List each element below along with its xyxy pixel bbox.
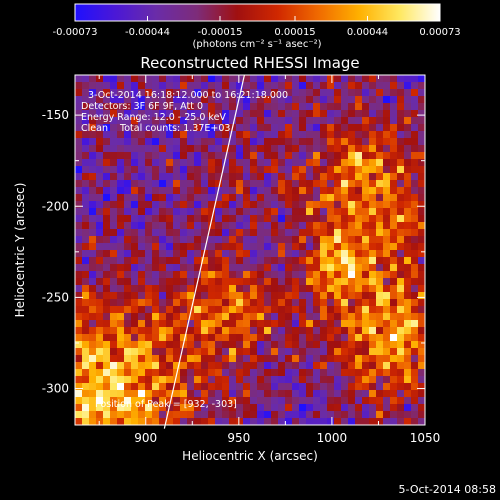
x-tick-label: 1050 — [410, 431, 441, 445]
x-tick-label: 950 — [227, 431, 250, 445]
annotation-method: Clean Total counts: 1.37E+03 — [81, 123, 230, 134]
limb-line — [163, 74, 246, 429]
annotation-time-range: 3-Oct-2014 16:18:12.000 to 16:21:18.000 — [88, 90, 288, 101]
y-tick-label: -150 — [42, 108, 69, 122]
colorbar-ticks: -0.00073 -0.00044 -0.00015 0.00015 0.00044 0.… — [53, 16, 461, 38]
heatmap-image — [75, 75, 426, 426]
colorbar-units-label: (photons cm⁻² s⁻¹ asec⁻²) — [192, 39, 321, 50]
annotation-peak: Position of Peak = [932, -303] — [95, 399, 237, 410]
colorbar-tick-label: 0.00015 — [274, 27, 315, 38]
y-tick-label: -200 — [42, 199, 69, 213]
colorbar — [74, 3, 441, 22]
axes: 900 950 1000 1050 -150 -200 -250 -300 — [42, 75, 441, 445]
y-tick-label: -250 — [42, 290, 69, 304]
colorbar-tick-label: 0.00073 — [419, 27, 460, 38]
colorbar-tick-label: 0.00044 — [347, 27, 388, 38]
annotation-energy: Energy Range: 12.0 - 25.0 keV — [81, 112, 226, 123]
x-axis-label: Heliocentric X (arcsec) — [182, 449, 318, 463]
timestamp: 5-Oct-2014 08:58 — [398, 483, 496, 496]
y-tick-label: -300 — [42, 382, 69, 396]
plot-frame — [74, 74, 426, 426]
annotation-detectors: Detectors: 3F 6F 9F, Att 0 — [81, 101, 203, 112]
colorbar-tick-label: -0.00015 — [198, 27, 243, 38]
x-tick-label: 900 — [134, 431, 157, 445]
chart-title: Reconstructed RHESSI Image — [140, 54, 359, 72]
colorbar-tick-label: -0.00073 — [53, 27, 98, 38]
x-tick-label: 1000 — [317, 431, 348, 445]
colorbar-tick-label: -0.00044 — [125, 27, 170, 38]
y-axis-label: Heliocentric Y (arcsec) — [13, 183, 27, 318]
